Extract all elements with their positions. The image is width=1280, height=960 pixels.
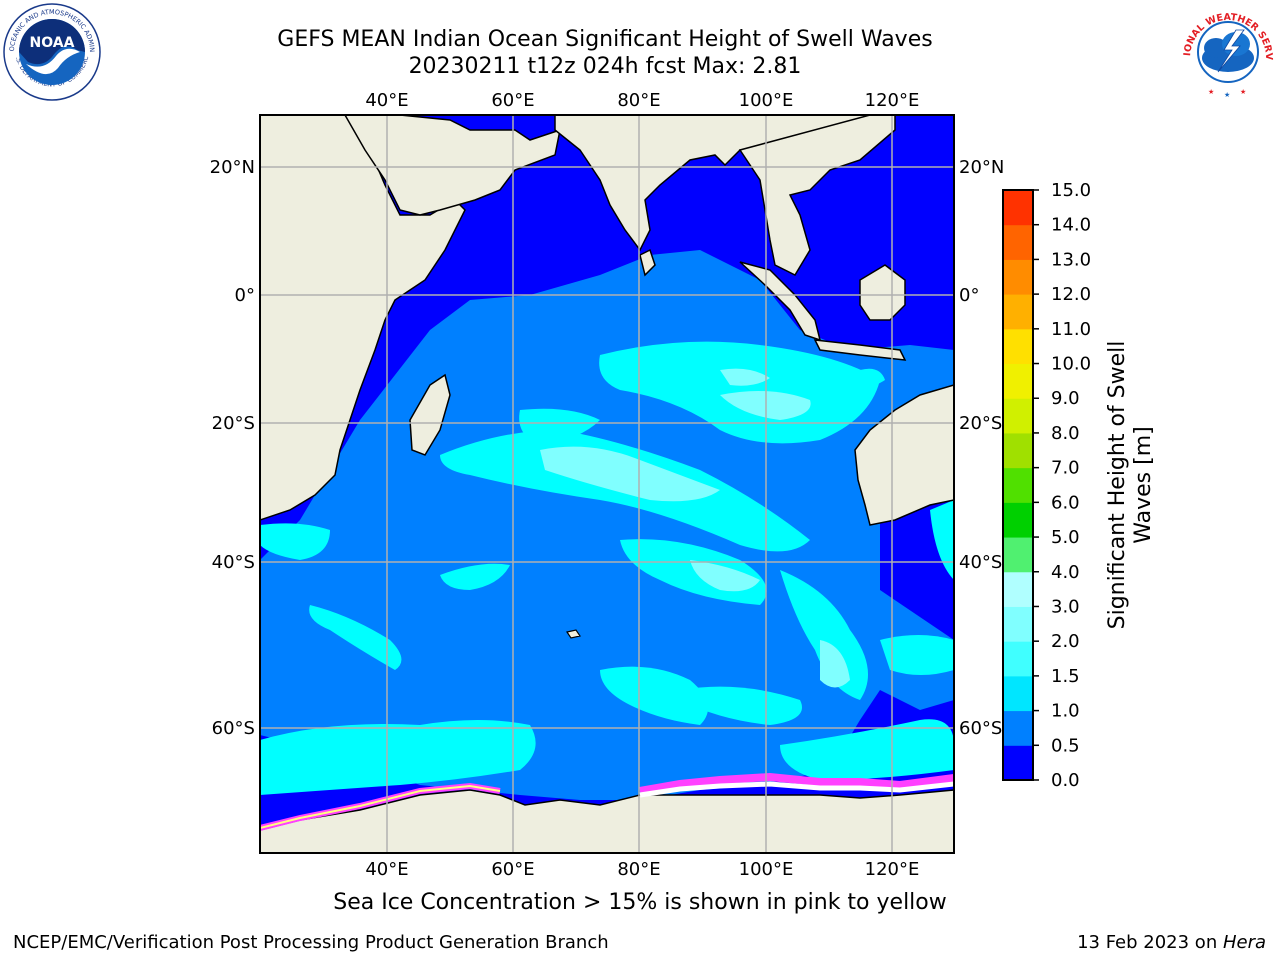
lon-tick-label: 40°E bbox=[365, 859, 408, 880]
colorbar-segment bbox=[1003, 259, 1033, 295]
kerguelen-island bbox=[566, 629, 581, 639]
colorbar bbox=[1002, 189, 1039, 781]
lat-ticks-left: 20°N 0° 20°S 40°S 60°S bbox=[210, 157, 255, 739]
colorbar-tick-label: 5.0 bbox=[1051, 527, 1080, 548]
colorbar-segment bbox=[1003, 294, 1033, 330]
colorbar-tick-label: 13.0 bbox=[1051, 249, 1091, 270]
footer-date: 13 Feb 2023 on Hera bbox=[1077, 932, 1266, 953]
colorbar-segment bbox=[1003, 641, 1033, 677]
lon-tick-label: 40°E bbox=[365, 90, 408, 111]
colorbar-title-line1: Significant Height of Swell bbox=[1105, 341, 1130, 630]
map-gridlines bbox=[260, 115, 954, 853]
lon-tick-label: 100°E bbox=[739, 90, 794, 111]
colorbar-segment bbox=[1003, 398, 1033, 434]
colorbar-tick-label: 8.0 bbox=[1051, 423, 1080, 444]
colorbar-segment bbox=[1003, 745, 1033, 781]
sea-ice-caption: Sea Ice Concentration > 15% is shown in … bbox=[333, 890, 947, 915]
colorbar-tick-label: 14.0 bbox=[1051, 215, 1091, 236]
lon-tick-label: 100°E bbox=[739, 859, 794, 880]
colorbar-title-line2: Waves [m] bbox=[1131, 426, 1156, 543]
lon-tick-label: 60°E bbox=[491, 859, 534, 880]
lat-tick-label: 20°S bbox=[212, 413, 255, 434]
colorbar-tick-label: 4.0 bbox=[1051, 562, 1080, 583]
colorbar-tick-label: 7.0 bbox=[1051, 458, 1080, 479]
colorbar-segment bbox=[1003, 224, 1033, 260]
colorbar-tick-label: 0.0 bbox=[1051, 770, 1080, 791]
footer-date-text: 13 Feb 2023 on bbox=[1077, 932, 1223, 953]
footer-credit: NCEP/EMC/Verification Post Processing Pr… bbox=[13, 932, 609, 953]
lat-tick-label: 20°S bbox=[959, 413, 1002, 434]
map-frame bbox=[259, 114, 955, 854]
colorbar-segment bbox=[1003, 363, 1033, 399]
chart-title-line2: 20230211 t12z 024h fcst Max: 2.81 bbox=[408, 54, 802, 79]
colorbar-segment bbox=[1003, 432, 1033, 469]
lat-tick-label: 40°S bbox=[212, 552, 255, 573]
colorbar-tick-label: 2.0 bbox=[1051, 631, 1080, 652]
colorbar-title: Significant Height of Swell Waves [m] bbox=[1105, 341, 1156, 630]
colorbar-segment bbox=[1003, 571, 1033, 607]
colorbar-segment bbox=[1003, 710, 1033, 746]
colorbar-segment bbox=[1003, 328, 1033, 365]
lon-tick-label: 80°E bbox=[617, 90, 660, 111]
nws-star-icon: ★ bbox=[1224, 91, 1230, 99]
lon-tick-label: 120°E bbox=[865, 90, 920, 111]
colorbar-tick-label: 3.0 bbox=[1051, 596, 1080, 617]
noaa-logo-text: NOAA bbox=[30, 35, 75, 51]
colorbar-tick-label: 9.0 bbox=[1051, 388, 1080, 409]
colorbar-tick-label: 11.0 bbox=[1051, 319, 1091, 340]
colorbar-segment bbox=[1003, 537, 1033, 573]
lon-tick-label: 120°E bbox=[865, 859, 920, 880]
colorbar-segment bbox=[1003, 675, 1033, 712]
colorbar-segment bbox=[1003, 606, 1033, 642]
nws-star-icon: ★ bbox=[1208, 88, 1214, 96]
colorbar-tick-label: 1.5 bbox=[1051, 666, 1080, 687]
chart-title-line1: GEFS MEAN Indian Ocean Significant Heigh… bbox=[277, 27, 933, 52]
lon-tick-label: 80°E bbox=[617, 859, 660, 880]
noaa-logo: NATIONAL OCEANIC AND ATMOSPHERIC ADMINIS… bbox=[2, 2, 101, 101]
lon-tick-label: 60°E bbox=[491, 90, 534, 111]
lat-tick-label: 40°S bbox=[959, 552, 1002, 573]
colorbar-tick-label: 6.0 bbox=[1051, 492, 1080, 513]
colorbar-tick-label: 15.0 bbox=[1051, 180, 1091, 201]
lat-tick-label: 0° bbox=[959, 285, 979, 306]
lat-tick-label: 20°N bbox=[959, 157, 1004, 178]
colorbar-tick-labels: 0.0 0.5 1.0 1.5 2.0 3.0 4.0 5.0 6.0 7.0 8.0 9.0 10.0… bbox=[1051, 180, 1091, 791]
lat-tick-label: 60°S bbox=[959, 718, 1002, 739]
nws-star-icon: ★ bbox=[1240, 88, 1246, 96]
sea-ice-fringe bbox=[260, 772, 954, 831]
lat-tick-label: 0° bbox=[235, 285, 255, 306]
colorbar-tick-label: 10.0 bbox=[1051, 354, 1091, 375]
colorbar-segment bbox=[1003, 467, 1033, 503]
colorbar-segment bbox=[1003, 502, 1033, 538]
colorbar-tick-label: 12.0 bbox=[1051, 284, 1091, 305]
lat-tick-label: 20°N bbox=[210, 157, 255, 178]
colorbar-segment bbox=[1003, 190, 1033, 226]
colorbar-tick-label: 1.0 bbox=[1051, 701, 1080, 722]
footer-host: Hera bbox=[1222, 932, 1266, 953]
colorbar-tick-label: 0.5 bbox=[1051, 735, 1080, 756]
colorbar-frame bbox=[1002, 189, 1034, 781]
lon-ticks-bottom: 40°E 60°E 80°E 100°E 120°E bbox=[365, 859, 919, 880]
nws-logo: NATIONAL WEATHER SERVICE ★ ★ ★ bbox=[1178, 2, 1276, 100]
land bbox=[260, 115, 954, 853]
lat-tick-label: 60°S bbox=[212, 718, 255, 739]
lon-ticks-top: 40°E 60°E 80°E 100°E 120°E bbox=[365, 90, 919, 111]
lat-ticks-right: 20°N 0° 20°S 40°S 60°S bbox=[959, 157, 1004, 739]
